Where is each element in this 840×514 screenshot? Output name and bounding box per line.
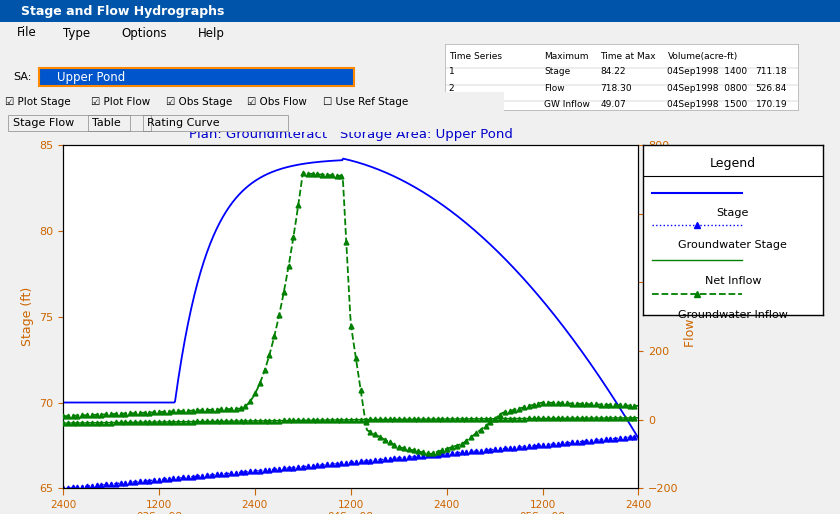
Text: Help: Help [197,27,224,40]
Text: 718.30: 718.30 [601,84,632,93]
Y-axis label: Flow (cfs): Flow (cfs) [684,287,697,347]
Text: 49.07: 49.07 [601,100,626,109]
Title: Plan: GroundInteract   Storage Area: Upper Pond: Plan: GroundInteract Storage Area: Upper… [189,128,512,141]
Text: ☑ Obs Flow: ☑ Obs Flow [247,97,307,107]
Text: GW Inflow: GW Inflow [544,100,590,109]
Text: Time at Max: Time at Max [601,52,656,61]
Text: Options: Options [122,27,167,40]
Text: SA:: SA: [13,72,31,82]
Text: Table: Table [92,118,121,128]
Text: Stage: Stage [717,208,749,218]
Text: Upper Pond: Upper Pond [57,70,125,83]
Text: Groundwater Inflow: Groundwater Inflow [678,309,788,320]
Text: 711.18: 711.18 [756,67,787,76]
Text: 526.84: 526.84 [756,84,787,93]
Text: 3: 3 [449,100,454,109]
Text: ☐ Use Ref Stage: ☐ Use Ref Stage [323,97,407,107]
Text: 04Sep1998  1500: 04Sep1998 1500 [668,100,748,109]
Text: 04Sep1998  1400: 04Sep1998 1400 [668,67,748,76]
Text: Type: Type [63,27,90,40]
Y-axis label: Stage (ft): Stage (ft) [21,287,34,346]
Text: ☑ Plot Flow: ☑ Plot Flow [91,97,150,107]
Text: Time Series: Time Series [449,52,501,61]
Text: 04Sep1998  0800: 04Sep1998 0800 [668,84,748,93]
Text: Legend: Legend [710,157,756,170]
Text: Stage Flow: Stage Flow [13,118,74,128]
Text: Groundwater Stage: Groundwater Stage [679,240,787,250]
Text: Maximum: Maximum [544,52,589,61]
Text: File: File [17,27,37,40]
Text: Net Inflow: Net Inflow [705,276,761,286]
Text: ☑ Obs Stage: ☑ Obs Stage [166,97,233,107]
Text: Stage: Stage [544,67,570,76]
Text: Flow: Flow [544,84,564,93]
Text: Stage and Flow Hydrographs: Stage and Flow Hydrographs [21,5,224,17]
Text: 170.19: 170.19 [756,100,787,109]
Text: 2: 2 [449,84,454,93]
Text: 84.22: 84.22 [601,67,626,76]
Text: 1: 1 [449,67,454,76]
Text: Rating Curve: Rating Curve [147,118,219,128]
Text: Volume(acre-ft): Volume(acre-ft) [668,52,738,61]
Text: ☑ Plot Stage: ☑ Plot Stage [5,97,71,107]
FancyBboxPatch shape [39,68,354,86]
